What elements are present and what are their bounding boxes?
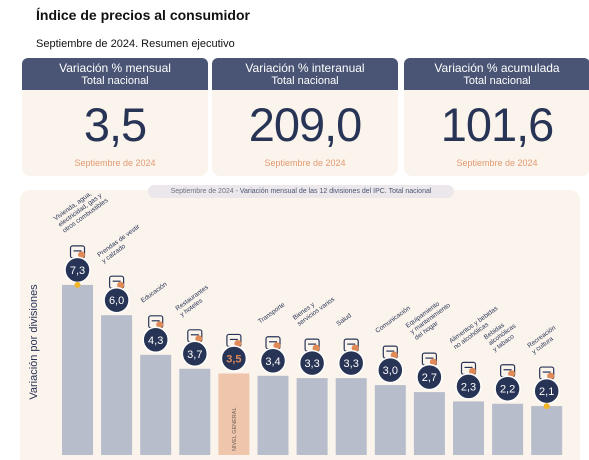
data-label: 2,1 xyxy=(539,386,554,398)
value-badge xyxy=(142,326,169,354)
kpi-value: 101,6 xyxy=(440,98,555,151)
category-label: Educación xyxy=(140,281,169,305)
value-badge xyxy=(337,349,365,377)
kpi-date: Septiembre de 2024 xyxy=(456,158,538,168)
bar xyxy=(335,378,367,455)
chart-title-date: Septiembre de 2024 - xyxy=(170,188,240,195)
kpi-date: Septiembre de 2024 xyxy=(74,158,156,168)
kpi-card-interannual: Variación % interanual Total nacional 20… xyxy=(212,58,398,176)
y-axis-label: Variación por divisiones xyxy=(28,284,40,400)
kpi-card-monthly: Variación % mensual Total nacional 3,5 S… xyxy=(22,58,208,176)
food-icon xyxy=(460,361,477,376)
kpi-scope: Total nacional xyxy=(81,75,149,87)
page-title: Índice de precios al consumidor xyxy=(36,7,250,23)
education-icon xyxy=(148,315,164,329)
bar xyxy=(531,406,563,455)
page-subtitle: Septiembre de 2024. Resumen ejecutivo xyxy=(36,38,235,50)
value-badge xyxy=(416,363,443,391)
value-badge xyxy=(298,349,326,377)
bar xyxy=(374,385,406,455)
recreation-icon xyxy=(539,366,555,380)
bar xyxy=(179,368,211,455)
data-label: 3,5 xyxy=(226,353,241,365)
general-basket-icon xyxy=(226,333,242,348)
kpi-header: Variación % acumulada Total nacional xyxy=(404,58,589,90)
kpi-body: 3,5 Septiembre de 2024 xyxy=(22,90,208,176)
value-badge xyxy=(377,356,404,384)
bar xyxy=(218,373,250,455)
value-badge xyxy=(494,375,521,402)
value-badge xyxy=(455,373,482,400)
data-label: 3,3 xyxy=(304,358,319,370)
data-label: 4,3 xyxy=(148,335,163,347)
kpi-header: Variación % interanual Total nacional xyxy=(212,58,398,90)
kpi-scope: Total nacional xyxy=(271,75,339,87)
bar xyxy=(453,401,484,455)
value-badge xyxy=(220,345,248,372)
beverages-icon xyxy=(500,364,516,378)
data-label: 6,0 xyxy=(109,295,124,307)
data-label: 3,4 xyxy=(265,356,280,368)
kpi-title: Variación % mensual xyxy=(59,61,171,75)
kpi-date: Septiembre de 2024 xyxy=(264,158,346,168)
data-label: 2,7 xyxy=(422,372,437,384)
kpi-value: 3,5 xyxy=(83,98,147,151)
kpi-body: 101,6 Septiembre de 2024 xyxy=(404,90,589,176)
chart-title-main: Variación mensual de las 12 divisiones d… xyxy=(239,188,432,195)
data-label: 7,3 xyxy=(70,265,85,277)
nivel-general-label: NIVEL GENERAL xyxy=(232,407,238,451)
marker-dot xyxy=(543,403,550,410)
category-label: Salud xyxy=(335,312,353,328)
category-label-line: Transporte xyxy=(257,301,287,325)
kpi-value: 209,0 xyxy=(248,98,363,151)
category-label-line: Comunicación xyxy=(374,305,412,335)
bar xyxy=(296,378,328,455)
bar xyxy=(140,354,172,455)
value-badge xyxy=(103,286,130,314)
kpi-title: Variación % interanual xyxy=(245,61,365,75)
transport-icon xyxy=(265,336,281,350)
bar xyxy=(413,392,445,455)
marker-dot xyxy=(74,281,81,288)
communication-icon xyxy=(382,345,398,359)
restaurant-icon xyxy=(187,329,203,343)
kpi-header: Variación % mensual Total nacional xyxy=(22,58,208,90)
kpi-title: Variación % acumulada xyxy=(434,61,560,75)
kpi-body: 209,0 Septiembre de 2024 xyxy=(212,90,398,176)
category-label: Vivienda, agua,electricidad, gas yotros … xyxy=(53,190,110,234)
various-goods-icon xyxy=(304,338,320,352)
kpi-scope: Total nacional xyxy=(463,75,531,87)
data-label: 3,7 xyxy=(187,349,202,361)
category-label-line: Educación xyxy=(140,281,169,305)
data-label: 2,3 xyxy=(461,381,476,393)
category-label: Comunicación xyxy=(374,305,412,335)
bar xyxy=(492,403,524,455)
data-label: 3,3 xyxy=(344,358,359,370)
bar xyxy=(62,284,93,455)
house-utilities-icon xyxy=(69,245,86,259)
value-badge xyxy=(181,340,209,368)
value-badge xyxy=(259,347,287,375)
bar xyxy=(101,315,133,455)
data-label: 3,0 xyxy=(383,365,398,377)
chart-title: Septiembre de 2024 - Variación mensual d… xyxy=(148,185,454,198)
clothing-icon xyxy=(108,275,125,289)
health-icon xyxy=(343,338,359,352)
category-label: Transporte xyxy=(257,301,287,325)
category-label-line: Salud xyxy=(335,312,353,328)
bar xyxy=(257,375,289,455)
data-label: 2,2 xyxy=(500,384,515,396)
kpi-card-accumulated: Variación % acumulada Total nacional 101… xyxy=(404,58,589,176)
household-icon xyxy=(421,352,437,366)
